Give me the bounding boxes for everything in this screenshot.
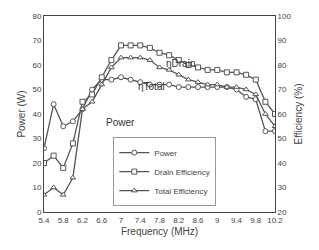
svg-text:7.4: 7.4: [135, 216, 147, 225]
svg-text:30: 30: [32, 134, 41, 143]
svg-text:60: 60: [32, 61, 41, 70]
svg-text:100: 100: [278, 12, 292, 21]
svg-text:50: 50: [32, 85, 41, 94]
svg-text:5.4: 5.4: [38, 216, 50, 225]
svg-text:80: 80: [32, 12, 41, 21]
svg-text:0: 0: [37, 208, 42, 217]
svg-text:50: 50: [278, 134, 287, 143]
svg-text:90: 90: [278, 36, 287, 45]
svg-text:Power: Power: [106, 117, 135, 128]
svg-text:7: 7: [119, 216, 124, 225]
svg-text:8.6: 8.6: [192, 216, 204, 225]
svg-text:ηTotal: ηTotal: [138, 81, 165, 92]
svg-text:Drain Efficiency: Drain Efficiency: [154, 168, 209, 177]
svg-text:Efficiency (%): Efficiency (%): [293, 84, 304, 145]
svg-text:80: 80: [278, 61, 287, 70]
svg-text:9.4: 9.4: [231, 216, 243, 225]
svg-text:60: 60: [278, 110, 287, 119]
svg-text:Power: Power: [154, 149, 177, 158]
svg-text:40: 40: [278, 159, 287, 168]
svg-text:20: 20: [278, 208, 287, 217]
svg-text:10.2: 10.2: [267, 216, 283, 225]
svg-text:6.6: 6.6: [96, 216, 108, 225]
svg-text:7.8: 7.8: [154, 216, 166, 225]
svg-text:70: 70: [278, 85, 287, 94]
svg-text:Frequency (MHz): Frequency (MHz): [121, 226, 198, 237]
svg-text:9.8: 9.8: [250, 216, 262, 225]
svg-text:9: 9: [215, 216, 220, 225]
svg-text:10: 10: [32, 183, 41, 192]
svg-text:40: 40: [32, 110, 41, 119]
svg-text:8.2: 8.2: [173, 216, 185, 225]
svg-text:ηDrain: ηDrain: [166, 58, 195, 69]
svg-text:Total Efficiency: Total Efficiency: [154, 187, 207, 196]
svg-text:6.2: 6.2: [77, 216, 89, 225]
svg-text:20: 20: [32, 159, 41, 168]
svg-text:5.8: 5.8: [58, 216, 70, 225]
svg-text:70: 70: [32, 36, 41, 45]
svg-text:30: 30: [278, 183, 287, 192]
svg-text:Power (W): Power (W): [16, 90, 27, 137]
